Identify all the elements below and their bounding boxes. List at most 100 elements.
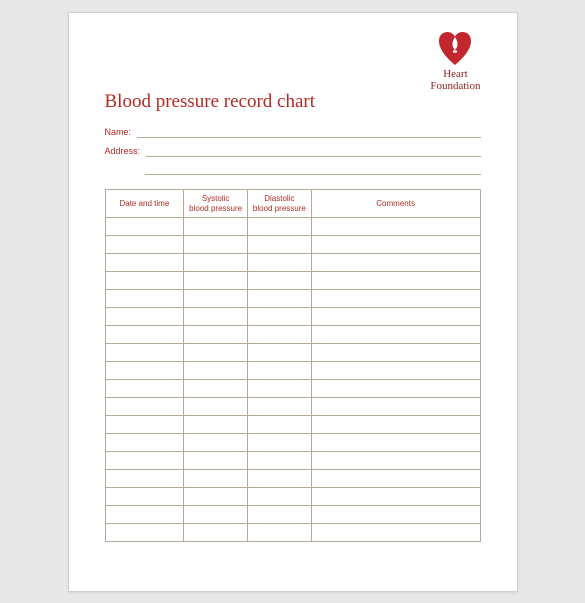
table-cell[interactable] [311, 452, 480, 470]
table-header-row: Date and time Systolicblood pressure Dia… [105, 190, 480, 218]
table-cell[interactable] [248, 398, 312, 416]
address-input-line-2[interactable] [145, 165, 481, 175]
table-cell[interactable] [311, 398, 480, 416]
table-row [105, 344, 480, 362]
address-input-line-1[interactable] [146, 147, 480, 157]
table-cell[interactable] [184, 254, 248, 272]
col-comments: Comments [311, 190, 480, 218]
table-cell[interactable] [311, 326, 480, 344]
table-cell[interactable] [184, 524, 248, 542]
table-cell[interactable] [184, 416, 248, 434]
table-cell[interactable] [311, 218, 480, 236]
table-cell[interactable] [105, 290, 184, 308]
table-cell[interactable] [248, 416, 312, 434]
table-row [105, 308, 480, 326]
brand-line1: Heart [430, 69, 480, 81]
table-cell[interactable] [248, 524, 312, 542]
table-row [105, 272, 480, 290]
table-cell[interactable] [311, 524, 480, 542]
table-cell[interactable] [248, 380, 312, 398]
table-cell[interactable] [248, 308, 312, 326]
name-label: Name: [105, 127, 132, 138]
table-cell[interactable] [105, 272, 184, 290]
table-cell[interactable] [311, 254, 480, 272]
table-cell[interactable] [311, 416, 480, 434]
table-cell[interactable] [105, 344, 184, 362]
table-cell[interactable] [105, 218, 184, 236]
table-cell[interactable] [184, 236, 248, 254]
table-cell[interactable] [311, 308, 480, 326]
table-cell[interactable] [184, 380, 248, 398]
table-cell[interactable] [311, 434, 480, 452]
table-cell[interactable] [248, 236, 312, 254]
table-cell[interactable] [311, 344, 480, 362]
table-cell[interactable] [105, 452, 184, 470]
address-label: Address: [105, 146, 141, 157]
table-row [105, 326, 480, 344]
heart-icon [438, 31, 472, 67]
table-cell[interactable] [105, 254, 184, 272]
col-date-time: Date and time [105, 190, 184, 218]
table-cell[interactable] [105, 380, 184, 398]
table-row [105, 398, 480, 416]
table-cell[interactable] [184, 398, 248, 416]
table-cell[interactable] [248, 326, 312, 344]
table-cell[interactable] [105, 470, 184, 488]
table-cell[interactable] [105, 488, 184, 506]
table-body [105, 218, 480, 542]
table-cell[interactable] [105, 326, 184, 344]
table-cell[interactable] [248, 470, 312, 488]
table-cell[interactable] [184, 218, 248, 236]
table-cell[interactable] [105, 398, 184, 416]
table-cell[interactable] [105, 434, 184, 452]
table-cell[interactable] [184, 272, 248, 290]
table-row [105, 416, 480, 434]
table-cell[interactable] [105, 416, 184, 434]
col-comments-label: Comments [376, 199, 415, 208]
table-cell[interactable] [184, 470, 248, 488]
table-cell[interactable] [311, 380, 480, 398]
table-cell[interactable] [311, 362, 480, 380]
table-cell[interactable] [248, 452, 312, 470]
table-cell[interactable] [184, 434, 248, 452]
table-cell[interactable] [311, 488, 480, 506]
table-cell[interactable] [184, 506, 248, 524]
table-cell[interactable] [105, 506, 184, 524]
table-cell[interactable] [184, 344, 248, 362]
table-row [105, 218, 480, 236]
table-cell[interactable] [184, 308, 248, 326]
table-cell[interactable] [311, 236, 480, 254]
name-input-line[interactable] [137, 128, 480, 138]
table-cell[interactable] [248, 362, 312, 380]
table-cell[interactable] [248, 506, 312, 524]
table-row [105, 470, 480, 488]
table-cell[interactable] [105, 524, 184, 542]
table-cell[interactable] [248, 272, 312, 290]
col-date-time-label: Date and time [119, 199, 169, 208]
table-cell[interactable] [184, 290, 248, 308]
table-cell[interactable] [248, 254, 312, 272]
table-cell[interactable] [105, 362, 184, 380]
table-cell[interactable] [184, 488, 248, 506]
table-cell[interactable] [248, 488, 312, 506]
table-cell[interactable] [311, 272, 480, 290]
brand-logo: Heart Foundation [430, 31, 480, 92]
table-row [105, 236, 480, 254]
page-title: Blood pressure record chart [105, 91, 481, 113]
record-table-wrap: Date and time Systolicblood pressure Dia… [105, 189, 481, 542]
table-cell[interactable] [311, 470, 480, 488]
table-cell[interactable] [105, 236, 184, 254]
table-cell[interactable] [105, 308, 184, 326]
table-row [105, 380, 480, 398]
table-cell[interactable] [184, 326, 248, 344]
table-row [105, 254, 480, 272]
table-cell[interactable] [248, 218, 312, 236]
table-cell[interactable] [184, 452, 248, 470]
table-cell[interactable] [248, 344, 312, 362]
table-cell[interactable] [311, 506, 480, 524]
table-row [105, 290, 480, 308]
table-cell[interactable] [311, 290, 480, 308]
table-cell[interactable] [248, 290, 312, 308]
table-cell[interactable] [184, 362, 248, 380]
table-cell[interactable] [248, 434, 312, 452]
